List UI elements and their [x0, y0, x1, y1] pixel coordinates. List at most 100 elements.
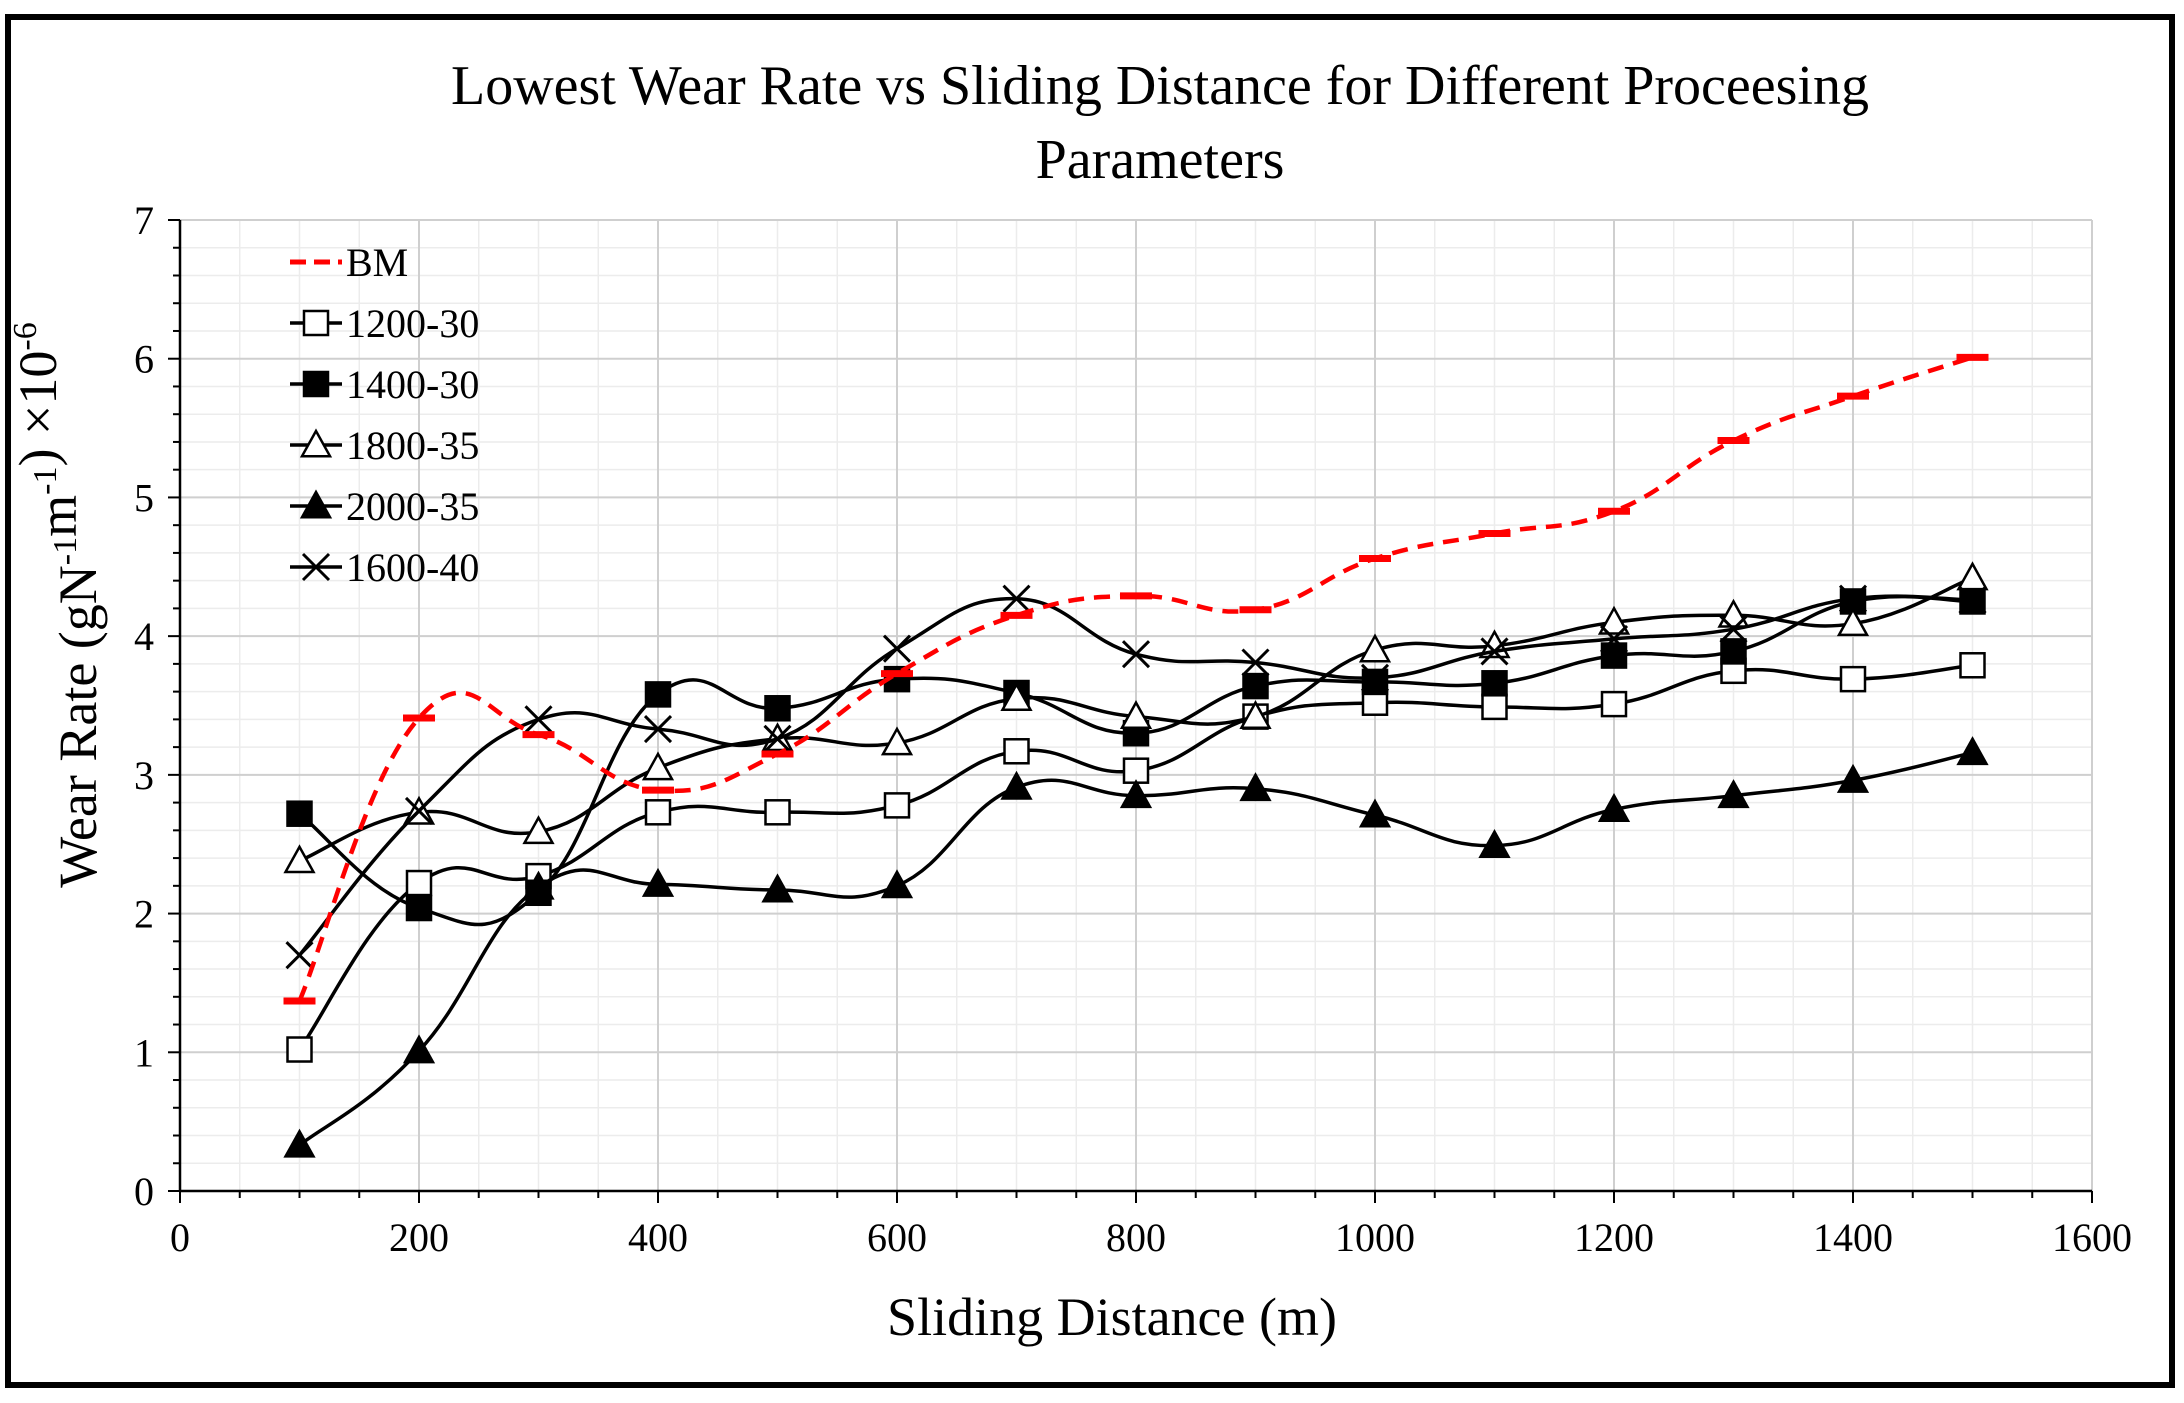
legend-1600-40: 1600-40: [290, 545, 479, 590]
legend-1800-35-marker: [299, 428, 333, 458]
series-1600-40-point-stroke-b: [404, 796, 434, 825]
series-1600-40-point: [643, 715, 673, 744]
series-1600-40-point-stroke-b: [1838, 584, 1868, 613]
series-bm: [283, 353, 1989, 1005]
legend-1600-40-label: 1600-40: [346, 545, 479, 590]
legend-1400-30-marker: [302, 370, 330, 398]
series-1800-35-point: [1119, 700, 1153, 730]
y-axis-title-superscript: -6: [7, 322, 44, 350]
figure-frame: [5, 14, 2175, 1388]
series-1400-30-point: [1720, 638, 1747, 665]
y-tick-label: 4: [134, 614, 154, 659]
series-1800-35-point: [1956, 561, 1989, 591]
x-tick-label: 400: [628, 1215, 688, 1260]
series-1600-40: [285, 584, 1987, 970]
series-1200-30-point: [1003, 738, 1030, 765]
series-1400-30-point: [1242, 672, 1269, 700]
series-2000-35-point: [1358, 798, 1392, 828]
series-1800-35-point: [522, 815, 555, 845]
y-axis-title: Wear Rate (gN-1m-1) ×10-6: [7, 322, 108, 887]
series-1800-35-point: [283, 844, 316, 874]
series-2000-35-point: [1956, 736, 1989, 766]
y-tick-label: 0: [134, 1169, 154, 1214]
series-1600-40-point: [1241, 648, 1270, 677]
chart-title-line-2: Parameters: [1036, 129, 1285, 191]
series-1200-30-point: [644, 799, 672, 826]
series-2000-35-point: [1597, 792, 1631, 822]
series-1200-30-point: [1839, 665, 1867, 693]
legend-1200-30: 1200-30: [290, 301, 479, 346]
x-tick-label: 200: [389, 1215, 449, 1260]
series-1400-30-point: [1361, 668, 1389, 696]
series-1600-40-point: [882, 634, 912, 663]
series-1200-30-point: [1481, 693, 1508, 721]
series-2000-35-point: [1836, 763, 1870, 793]
series-2000-35-point: [283, 1128, 316, 1158]
x-axis-title: Sliding Distance (m): [887, 1287, 1337, 1347]
y-axis-title-superscript: -1: [47, 537, 84, 565]
series-1800-35-point: [1836, 607, 1870, 637]
legend: BM 1200-30 1400-30 1800-35 2000-35 1600-40: [290, 240, 479, 590]
legend-2000-35: 2000-35: [290, 484, 479, 529]
y-axis-title-superscript: -1: [27, 467, 64, 495]
series-2000-35-point: [1717, 779, 1750, 809]
legend-1600-40-marker-stroke-b: [301, 552, 331, 582]
series-1800-35-point: [1358, 633, 1392, 663]
series-1600-40-point: [1002, 584, 1031, 613]
series-2000-35-point: [1119, 779, 1153, 809]
x-tick-label: 1200: [1574, 1215, 1654, 1260]
series-1200-30-point: [1600, 690, 1628, 718]
y-tick-label: 5: [134, 475, 154, 520]
series-2000-35-point: [1000, 770, 1033, 800]
series-1800-35-point: [1597, 605, 1631, 635]
legend-2000-35-marker: [299, 489, 333, 519]
x-tick-label: 800: [1106, 1215, 1166, 1260]
legend-2000-35-label: 2000-35: [346, 484, 479, 529]
y-tick-label: 6: [134, 337, 154, 382]
x-tick-label: 0: [170, 1215, 190, 1260]
series-1600-40-point: [1958, 586, 1987, 615]
series-1200-30-point: [764, 799, 791, 826]
x-axis-tick-labels: 0 200 400 600 800 1000 1200 1400 1600: [170, 1215, 2132, 1260]
series-1600-40-point-stroke-b: [1480, 637, 1509, 666]
series-1600-40-point-stroke-b: [285, 941, 314, 970]
series-1400-30-point: [764, 695, 791, 722]
legend-1200-30-label: 1200-30: [346, 301, 479, 346]
series-1600-40-point-stroke-b: [1599, 624, 1629, 653]
series-1600-40-point-stroke-b: [643, 715, 673, 744]
series-1600-40-point: [285, 941, 314, 970]
series-1400-30-line: [298, 594, 1973, 927]
series-1600-40-point-stroke-b: [1241, 648, 1270, 677]
series-1400-30-point: [1481, 670, 1508, 697]
legend-1400-30: 1400-30: [290, 362, 479, 407]
series-1600-40-point-stroke-b: [1958, 586, 1987, 615]
y-tick-label: 3: [134, 753, 154, 798]
series-2000-35-point: [761, 873, 794, 903]
x-tick-label: 1000: [1335, 1215, 1415, 1260]
series-1600-40-line: [298, 594, 1973, 957]
legend-1600-40-marker: [301, 552, 331, 582]
series-1600-40-point: [1121, 640, 1151, 669]
legend-bm-label: BM: [346, 240, 408, 285]
series-1800-35: [283, 561, 1989, 874]
series-2000-35: [283, 736, 1989, 1158]
chart-title-line-1: Lowest Wear Rate vs Sliding Distance for…: [451, 55, 1869, 117]
y-axis-title-part: m: [28, 495, 88, 537]
series-1200-30-point: [286, 1036, 313, 1063]
series-2000-35-point: [402, 1034, 436, 1064]
series-2000-35-point: [641, 867, 675, 897]
y-tick-label: 7: [134, 198, 154, 243]
series-1600-40-point-stroke-b: [882, 634, 912, 663]
y-tick-label: 1: [134, 1030, 154, 1075]
series-1600-40-point: [763, 724, 792, 753]
series-1600-40-point: [1360, 663, 1390, 692]
series-1600-40-point-stroke-b: [1719, 615, 1748, 644]
legend-1800-35: 1800-35: [290, 423, 479, 468]
series-1600-40-point: [1599, 624, 1629, 653]
series-1600-40-point-stroke-b: [1360, 663, 1390, 692]
x-tick-label: 600: [867, 1215, 927, 1260]
series-1400-30-point: [405, 894, 433, 922]
series-1600-40-point-stroke-b: [763, 724, 792, 753]
series-1400-30-point: [286, 800, 313, 827]
